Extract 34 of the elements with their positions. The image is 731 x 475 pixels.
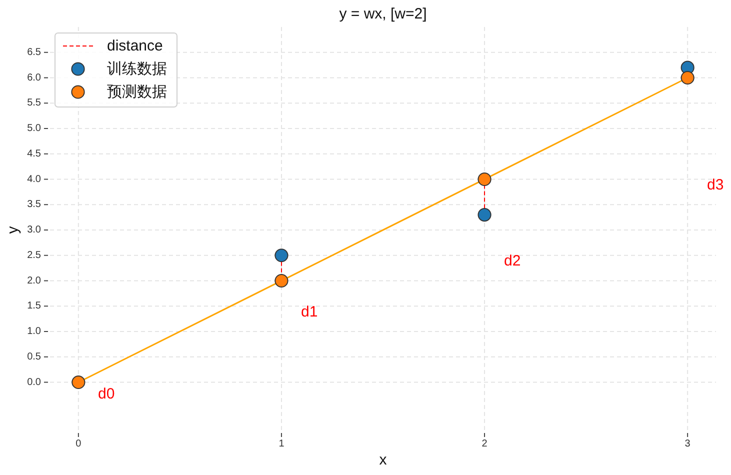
legend-label: 训练数据 [107,60,167,78]
x-tick-label: 1 [278,438,285,450]
x-tick-label: 3 [684,438,691,450]
x-tick-label: 2 [482,438,488,450]
legend-label: 预测数据 [107,84,167,100]
y-tick-label: 4.5 [27,148,42,160]
y-tick-label: 6.0 [27,72,42,84]
y-tick-label: 3.0 [27,224,42,236]
y-tick-label: 2.0 [27,275,42,286]
y-tick-label: 1.0 [27,326,42,337]
legend-label: distance [107,38,163,54]
annotation: d2 [504,252,521,270]
y-tick-label: 5.5 [27,98,42,109]
point [274,274,288,288]
annotation: d1 [301,304,318,320]
y-tick-label: 1.5 [27,300,42,312]
y-tick-label: 0.0 [27,376,42,388]
point [478,208,492,222]
point [72,375,86,390]
annotation: d3 [707,176,724,194]
point [478,172,492,186]
y-tick-label: 6.5 [27,46,42,58]
annotation: d0 [98,386,115,402]
y-tick-label: 0.5 [27,351,42,362]
y-tick-label: 5.0 [27,123,42,134]
x-axis-title: x [379,452,388,468]
point [680,70,694,85]
y-tick-label: 3.5 [27,199,42,210]
x-tick-label: 0 [76,438,82,450]
y-tick-label: 4.0 [27,174,42,185]
y-tick-label: 2.5 [27,250,42,261]
y-axis-title: y [4,226,22,234]
chart-title: y = wx, [w=2] [339,6,427,22]
point [274,248,288,262]
